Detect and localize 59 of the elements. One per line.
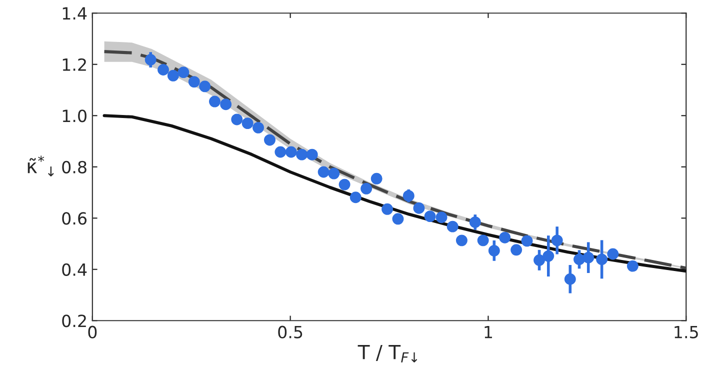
point — [242, 118, 254, 130]
y-tick-label: 1.0 — [62, 110, 86, 122]
y-tick-label: 0.4 — [62, 263, 87, 276]
point — [510, 244, 522, 256]
x-tick-label: 1.5 — [674, 326, 698, 338]
point — [199, 80, 211, 92]
point — [574, 254, 585, 266]
line-series — [102, 114, 686, 273]
point — [188, 76, 200, 88]
point — [285, 146, 297, 158]
point — [582, 252, 594, 264]
point — [551, 234, 563, 246]
point — [178, 66, 190, 78]
point — [209, 96, 220, 108]
point — [499, 232, 511, 244]
x-axis-title: T / T$_{F↓}$ — [358, 344, 418, 362]
point — [488, 244, 500, 256]
point — [607, 248, 619, 260]
point — [338, 178, 350, 190]
point — [392, 213, 404, 225]
point — [436, 212, 448, 224]
point — [626, 260, 638, 272]
point — [231, 114, 243, 126]
y-tick-label: 0.6 — [62, 212, 87, 225]
point — [220, 98, 232, 110]
point — [350, 192, 362, 204]
point — [306, 148, 318, 160]
point — [446, 220, 458, 232]
point — [542, 250, 554, 262]
point — [252, 122, 264, 134]
point — [296, 148, 308, 160]
y-axis-title: κ̃$^{*}$$_{↓}$ — [28, 156, 54, 176]
point — [167, 70, 179, 82]
point — [402, 190, 414, 202]
point — [534, 254, 546, 266]
point — [158, 64, 170, 76]
y-tick-label: 0.8 — [62, 160, 86, 174]
y-tick-label: 1.2 — [62, 58, 86, 71]
point — [424, 210, 436, 222]
point — [382, 203, 394, 215]
point — [521, 235, 533, 247]
point — [274, 146, 286, 158]
point — [477, 234, 489, 246]
point — [469, 216, 481, 228]
x-tick-label: 0 — [88, 326, 97, 338]
point — [564, 273, 576, 285]
point — [596, 254, 608, 266]
point — [413, 202, 425, 214]
point — [328, 168, 340, 180]
point — [456, 234, 468, 246]
point — [370, 172, 382, 184]
x-tick-label: 1 — [484, 326, 492, 338]
y-tick-label: 1.4 — [62, 7, 87, 20]
point — [318, 166, 330, 178]
point — [144, 54, 156, 66]
point — [360, 182, 372, 194]
x-tick-label: 0.5 — [278, 326, 302, 338]
point — [264, 134, 276, 146]
y-tick-label: 0.2 — [62, 314, 86, 328]
